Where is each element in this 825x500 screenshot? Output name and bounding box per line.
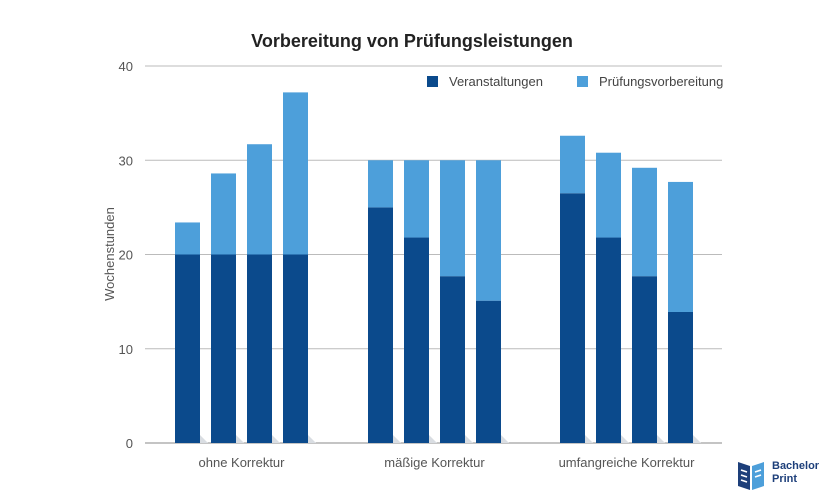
bar-pruefungsvorbereitung [440,160,465,277]
bar-shadow [585,435,593,443]
bar-pruefungsvorbereitung [476,160,501,301]
y-tick-label: 0 [126,436,133,451]
bar-shadow [236,435,244,443]
bar-veranstaltungen [368,207,393,443]
bar-shadow [429,435,437,443]
bar-pruefungsvorbereitung [283,92,308,255]
bar-shadow [693,435,701,443]
bar-pruefungsvorbereitung [211,173,236,255]
y-axis-label: Wochenstunden [102,207,117,301]
bar-shadow [465,435,473,443]
bar-veranstaltungen [404,237,429,443]
bar-veranstaltungen [596,237,621,443]
logo-line-1: Bachelor [772,460,820,472]
bar-pruefungsvorbereitung [668,181,693,312]
legend-label: Veranstaltungen [449,74,543,89]
bars [175,92,701,443]
bar-shadow [200,435,208,443]
bar-shadow [308,435,316,443]
legend-label: Prüfungsvorbereitung [599,74,723,89]
bar-shadow [272,435,280,443]
bar-pruefungsvorbereitung [175,222,200,255]
category-label: umfangreiche Korrektur [559,455,696,470]
y-tick-label: 40 [119,59,133,74]
bar-pruefungsvorbereitung [368,160,393,208]
logo-line-2: Print [772,473,798,485]
bar-pruefungsvorbereitung [404,160,429,238]
y-axis-ticks: 0 10 20 30 40 [119,59,133,451]
bar-pruefungsvorbereitung [632,167,657,277]
bar-shadow [501,435,509,443]
bar-pruefungsvorbereitung [596,152,621,238]
bar-veranstaltungen [211,254,236,443]
bar-veranstaltungen [476,300,501,443]
y-tick-label: 10 [119,342,133,357]
bar-veranstaltungen [283,254,308,443]
bar-pruefungsvorbereitung [247,144,272,255]
legend-swatch [577,76,588,87]
legend: Veranstaltungen Prüfungsvorbereitung [427,74,723,89]
bar-shadow [657,435,665,443]
y-tick-label: 30 [119,153,133,168]
y-tick-label: 20 [119,248,133,263]
x-axis-categories: ohne Korrektur mäßige Korrektur umfangreic… [199,455,696,470]
bar-veranstaltungen [668,311,693,443]
bar-shadow [393,435,401,443]
chart-title: Vorbereitung von Prüfungsleistungen [251,31,573,51]
category-label: mäßige Korrektur [384,455,485,470]
bar-veranstaltungen [440,276,465,443]
legend-swatch [427,76,438,87]
bachelor-print-logo: Bachelor Print [736,458,820,494]
book-icon [738,462,764,490]
bar-shadow [621,435,629,443]
bar-pruefungsvorbereitung [560,135,585,194]
bar-veranstaltungen [632,276,657,443]
category-label: ohne Korrektur [199,455,286,470]
bar-veranstaltungen [247,254,272,443]
bar-veranstaltungen [560,193,585,443]
bar-veranstaltungen [175,254,200,443]
